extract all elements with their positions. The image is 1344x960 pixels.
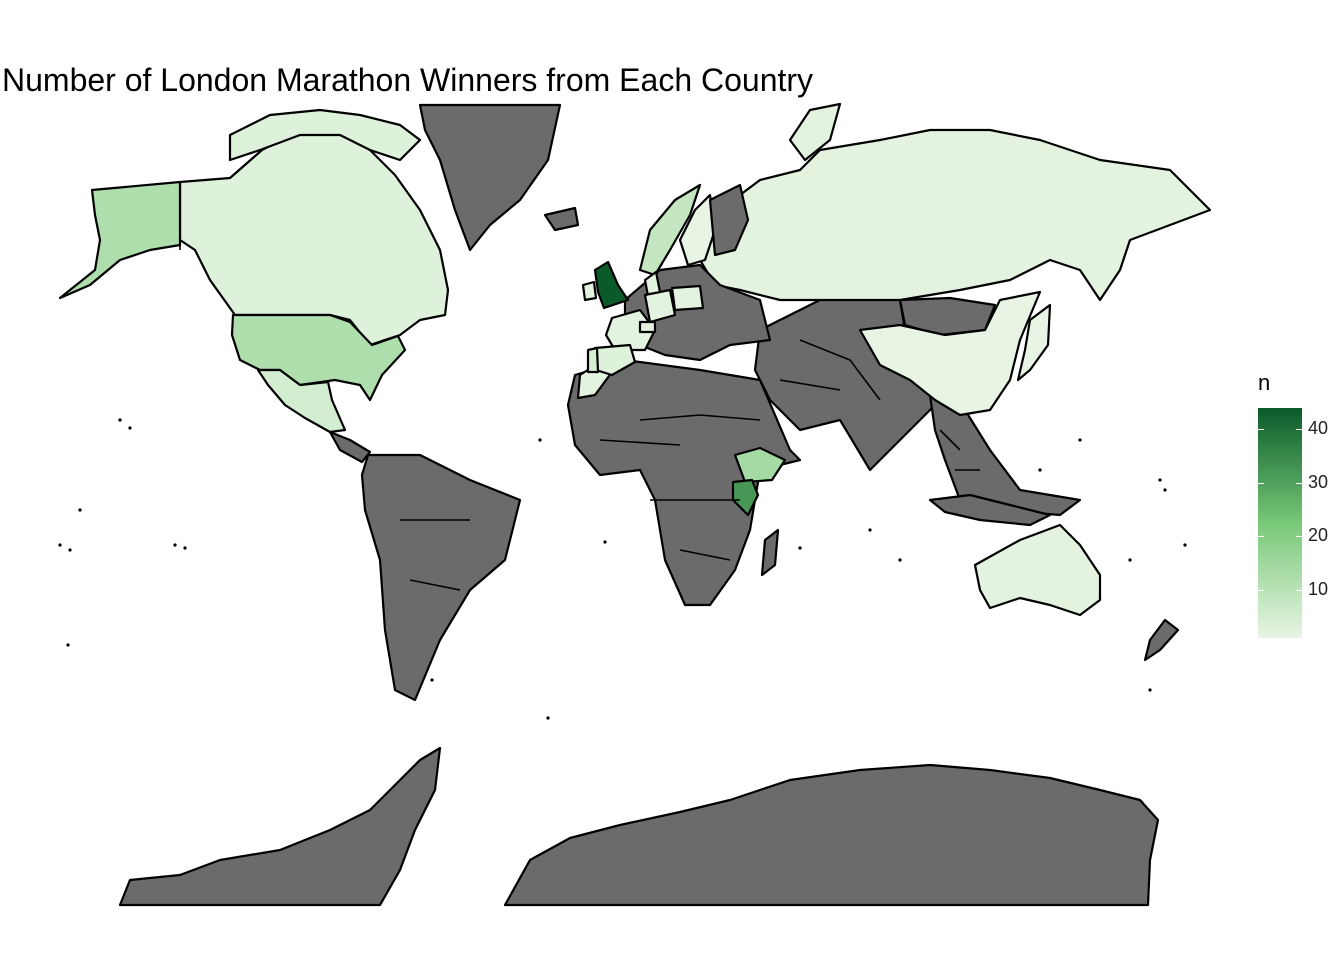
country-border [599, 439, 681, 446]
region-united-kingdom [593, 260, 630, 310]
island-dot [1038, 468, 1042, 472]
legend-title: n [1258, 370, 1271, 395]
country-border [639, 414, 761, 421]
island-dot [183, 546, 187, 550]
legend-tick-mark [1258, 536, 1264, 538]
region-ethiopia [733, 446, 787, 484]
legend-tick-mark [1258, 429, 1264, 431]
region-japan [1016, 303, 1052, 382]
island-dot [1158, 478, 1162, 482]
region-iceland [543, 206, 580, 232]
legend-tick-label: 10 [1308, 578, 1329, 599]
island-dot [1183, 543, 1187, 547]
island-dot [118, 418, 122, 422]
region-svalbard-arctic [788, 102, 842, 162]
island-dot [68, 548, 72, 552]
country-border [679, 549, 731, 561]
island-dot [66, 643, 70, 647]
island-dot [1078, 438, 1082, 442]
legend-tick-label: 40 [1308, 418, 1329, 439]
region-central-america [328, 430, 372, 464]
region-australia [973, 523, 1102, 617]
region-antarctica-main [503, 763, 1160, 907]
legend-tick-mark [1258, 589, 1264, 591]
region-southeast-asia [928, 393, 1082, 517]
region-switzerland [638, 320, 657, 334]
region-greenland [418, 103, 562, 252]
legend-tick-mark [1296, 536, 1302, 538]
region-canada-islands [228, 108, 422, 162]
region-china [858, 290, 1042, 417]
region-indonesia [928, 493, 1052, 527]
legend-tick-mark [1296, 429, 1302, 431]
country-border [409, 579, 461, 591]
region-portugal [586, 346, 600, 374]
region-alaska [58, 180, 182, 300]
island-dot [430, 678, 434, 682]
region-norway [638, 183, 702, 277]
island-dot [128, 426, 132, 430]
region-poland [670, 284, 705, 312]
region-finland [708, 183, 750, 257]
region-united-states [230, 313, 407, 402]
region-germany [643, 288, 677, 324]
island-dot [868, 528, 872, 532]
region-france [604, 308, 657, 352]
island-dot [603, 540, 607, 544]
legend-tick-label: 30 [1308, 471, 1329, 492]
country-border [779, 379, 841, 391]
region-russia [698, 128, 1212, 302]
island-dot [78, 508, 82, 512]
country-border [939, 429, 961, 451]
legend-tick-label: 20 [1308, 525, 1329, 546]
island-dot [1148, 688, 1152, 692]
region-new-zealand [1143, 618, 1180, 662]
legend-colorbar [1258, 408, 1302, 638]
region-ireland [581, 280, 598, 302]
region-antarctica-left [118, 746, 442, 907]
legend-tick-mark [1258, 482, 1264, 484]
island-dot [538, 438, 542, 442]
country-border [799, 339, 881, 401]
region-south-america [360, 453, 522, 702]
island-dot [1163, 488, 1167, 492]
island-dot [546, 716, 550, 720]
region-madagascar [760, 528, 780, 577]
island-dot [898, 558, 902, 562]
plot-title: Number of London Marathon Winners from E… [2, 62, 814, 98]
island-dot [798, 546, 802, 550]
legend-tick-mark [1296, 482, 1302, 484]
region-africa [566, 358, 802, 607]
island-dot [173, 543, 177, 547]
color-legend: n 10 20 30 40 [1250, 370, 1344, 650]
region-canada [178, 126, 450, 347]
region-kenya [731, 478, 760, 517]
island-dot [58, 543, 62, 547]
island-dot [1128, 558, 1132, 562]
legend-tick-mark [1296, 589, 1302, 591]
region-mexico [256, 368, 347, 434]
